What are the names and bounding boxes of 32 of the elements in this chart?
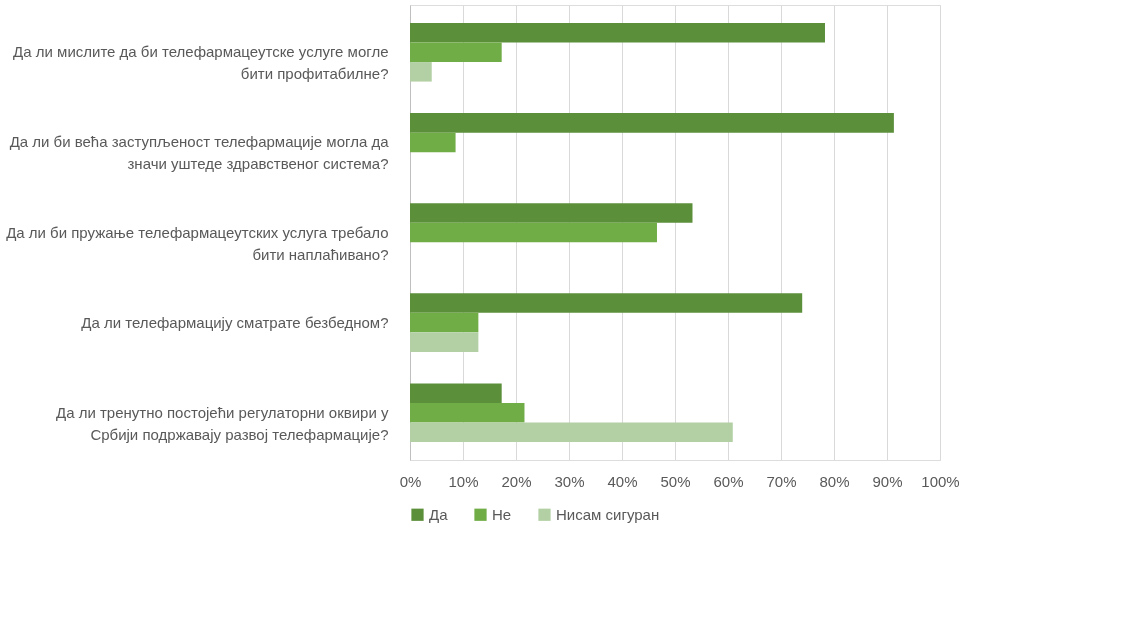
- y-tick-label: Да ли тренутно постојећи регулаторни оквири у Србији подржавају развој телефармације?: [56, 403, 389, 443]
- x-tick-label: 70%: [766, 472, 797, 490]
- legend-label: Не: [492, 505, 512, 523]
- y-tick-label: Да ли би пружање телефармацеутских услуга требало бити наплаћивано?: [6, 223, 389, 263]
- bar: [410, 422, 733, 442]
- legend-label: Нисам сигуран: [556, 505, 660, 523]
- x-tick-label: 50%: [660, 472, 691, 490]
- y-tick-label: Да ли мислите да би телефармацеутске услуге могле бити профитабилне?: [13, 43, 389, 83]
- bar: [410, 383, 502, 403]
- x-tick-label: 90%: [872, 472, 903, 490]
- bar: [410, 62, 432, 82]
- bar: [410, 332, 479, 352]
- y-tick-label: Да ли телефармацију сматрате безбедном?: [81, 313, 389, 331]
- x-tick-label: 100%: [921, 472, 960, 490]
- x-tick-label: 0%: [399, 472, 422, 490]
- bar: [410, 42, 502, 63]
- y-tick-label: Да ли би већа заступљеност телефармације могла да значи уштеде здравственог система?: [9, 133, 390, 173]
- legend-label: Да: [429, 505, 449, 523]
- bar: [410, 23, 825, 43]
- x-tick-label: 60%: [713, 472, 744, 490]
- x-tick-label: 80%: [819, 472, 850, 490]
- x-tick-label: 10%: [448, 472, 479, 490]
- x-tick-label: 40%: [607, 472, 638, 490]
- x-tick-label: 30%: [554, 472, 585, 490]
- bar: [410, 312, 479, 333]
- bar: [410, 222, 657, 243]
- bar: [410, 132, 456, 153]
- x-tick-label: 20%: [501, 472, 532, 490]
- bar: [410, 113, 894, 133]
- bar: [410, 402, 525, 423]
- bar: [410, 293, 803, 313]
- bar: [410, 203, 693, 223]
